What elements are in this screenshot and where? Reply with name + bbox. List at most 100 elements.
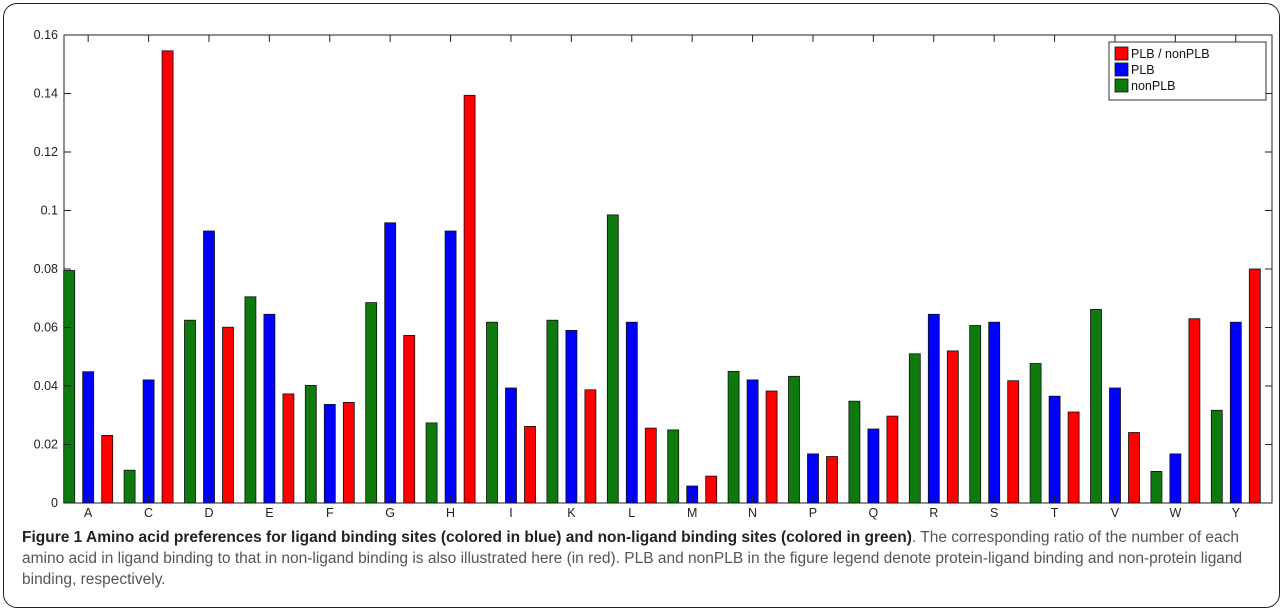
x-tick-label: A [84, 506, 93, 520]
bar-plb-t [1048, 395, 1061, 504]
bar-nonplb-w [1150, 470, 1163, 504]
bar-plbnonplb-t [1067, 411, 1080, 504]
x-tick-label: I [509, 506, 512, 520]
x-tick-label: S [990, 506, 998, 520]
bar-plbnonplb-y [1248, 268, 1261, 504]
bar-plb-y [1229, 321, 1242, 504]
bar-plb-l [625, 321, 638, 504]
bar-nonplb-s [969, 325, 982, 504]
bar-plbnonplb-h [463, 94, 476, 504]
bar-plb-q [867, 428, 880, 504]
bar-nonplb-m [667, 429, 680, 504]
bar-plb-k [565, 329, 578, 504]
bar-nonplb-d [184, 319, 196, 504]
x-tick-label: K [567, 506, 576, 520]
bar-nonplb-i [486, 321, 498, 504]
bar-plb-c [142, 379, 155, 504]
caption-title: Figure 1 Amino acid preferences for liga… [22, 529, 912, 546]
bar-plbnonplb-v [1128, 432, 1140, 504]
bar-chart: A C D E F G H I K L M N P Q R S T V W Y 0 0.02 0.04 0.06 0.08 0.1… [34, 28, 1273, 520]
bar-nonplb-k [546, 319, 559, 504]
bar-plb-v [1109, 387, 1121, 504]
bar-plbnonplb-k [584, 389, 597, 504]
bar-nonplb-e [244, 296, 257, 504]
bar-plbnonplb-c [161, 50, 174, 504]
bar-nonplb-q [848, 400, 861, 504]
bar-nonplb-f [304, 384, 317, 504]
bar-plb-d [203, 230, 215, 504]
bar-plbnonplb-g [403, 334, 416, 504]
y-tick-label: 0.14 [34, 87, 58, 101]
bar-plb-n [746, 379, 759, 504]
legend-label: PLB [1131, 63, 1155, 77]
bar-plbnonplb-w [1188, 318, 1201, 504]
bar-plbnonplb-p [826, 456, 838, 504]
bar-plbnonplb-e [282, 393, 295, 504]
bar-plbnonplb-l [644, 427, 657, 504]
x-tick-label: V [1111, 506, 1120, 520]
bar-plbnonplb-i [524, 425, 536, 504]
bar-plb-a [82, 371, 95, 504]
x-tick-label: C [144, 506, 153, 520]
bar-plb-e [263, 313, 276, 504]
bar-nonplb-t [1029, 363, 1042, 504]
x-tick-label: Q [868, 506, 878, 520]
bar-nonplb-g [365, 302, 378, 504]
bar-plbnonplb-q [886, 415, 899, 504]
x-tick-label: T [1051, 506, 1059, 520]
bar-plb-i [505, 387, 517, 504]
ticks-group: A C D E F G H I K L M N P Q R S T V W Y 0 0.02 0.04 0.06 0.08 0.1… [34, 28, 1272, 520]
bar-plb-s [988, 321, 1001, 504]
y-tick-label: 0.02 [34, 438, 58, 452]
bar-plbnonplb-n [765, 390, 778, 504]
x-tick-label: E [265, 506, 273, 520]
y-tick-label: 0.1 [41, 204, 58, 218]
y-tick-label: 0 [51, 496, 58, 510]
legend-box [1108, 41, 1267, 101]
legend-label: nonPLB [1131, 79, 1175, 93]
bar-plb-w [1169, 453, 1182, 504]
bar-plbnonplb-a [101, 434, 114, 504]
bar-nonplb-y [1210, 409, 1223, 504]
x-tick-label: M [687, 506, 697, 520]
bar-plb-r [927, 313, 940, 504]
legend-label: PLB / nonPLB [1131, 47, 1210, 61]
y-tick-label: 0.12 [34, 145, 58, 159]
bar-plbnonplb-s [1007, 380, 1020, 504]
x-tick-label: L [628, 506, 635, 520]
bar-nonplb-v [1090, 308, 1102, 504]
y-tick-label: 0.16 [34, 28, 58, 42]
legend: PLB / nonPLB PLB nonPLB [1108, 41, 1267, 101]
bar-nonplb-a [63, 270, 76, 504]
x-tick-label: G [385, 506, 395, 520]
x-tick-label: N [748, 506, 757, 520]
bar-plbnonplb-m [705, 475, 718, 504]
x-tick-label: Y [1232, 506, 1241, 520]
x-tick-label: P [809, 506, 817, 520]
y-tick-label: 0.04 [34, 379, 58, 393]
x-tick-label: F [326, 506, 334, 520]
bar-plb-g [384, 222, 397, 504]
bar-nonplb-c [123, 469, 136, 504]
bar-plb-h [444, 230, 457, 504]
bar-plb-f [323, 403, 336, 504]
y-tick-label: 0.08 [34, 262, 58, 276]
figure-caption: Figure 1 Amino acid preferences for liga… [22, 527, 1272, 590]
bar-plbnonplb-d [222, 326, 234, 504]
figure-frame: A C D E F G H I K L M N P Q R S T V W Y 0 0.02 0.04 0.06 0.08 0.1… [3, 3, 1280, 608]
bars-group [63, 50, 1261, 504]
x-tick-label: H [446, 506, 455, 520]
bar-plb-p [807, 453, 819, 504]
y-tick-label: 0.06 [34, 321, 58, 335]
legend-swatch [1114, 46, 1129, 61]
x-tick-label: R [929, 506, 938, 520]
bar-plbnonplb-f [342, 401, 355, 504]
bar-nonplb-h [425, 422, 438, 504]
legend-swatch [1114, 78, 1129, 93]
bar-nonplb-l [606, 214, 619, 504]
x-tick-label: D [204, 506, 213, 520]
legend-swatch [1114, 62, 1129, 77]
x-tick-label: W [1169, 506, 1181, 520]
bar-plbnonplb-r [946, 350, 959, 504]
bar-nonplb-r [908, 353, 921, 504]
